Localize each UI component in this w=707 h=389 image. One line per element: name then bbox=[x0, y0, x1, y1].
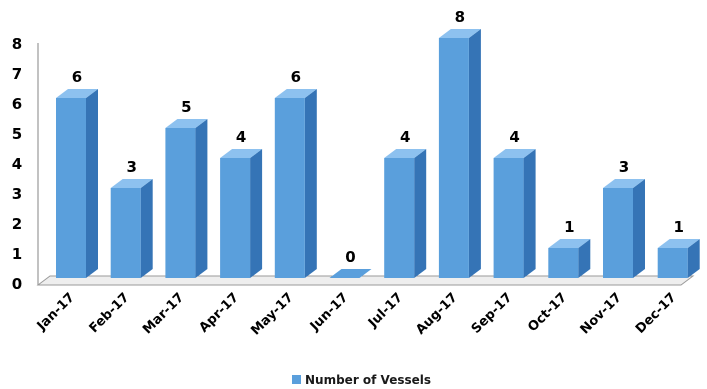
bar-side bbox=[633, 179, 645, 278]
bar bbox=[438, 29, 481, 278]
x-tick-label: Feb-17 bbox=[87, 290, 133, 336]
legend-label: Number of Vessels bbox=[305, 373, 431, 387]
x-tick-label: Jan-17 bbox=[34, 290, 78, 334]
data-label: 5 bbox=[181, 98, 191, 116]
bar-front bbox=[165, 128, 196, 278]
y-tick-labels: 0 1 2 3 4 5 6 7 8 bbox=[12, 35, 22, 293]
bar bbox=[603, 179, 645, 278]
bar-top bbox=[493, 149, 536, 158]
data-labels: 6 3 5 4 6 0 4 8 4 1 3 1 bbox=[72, 8, 684, 266]
bar bbox=[384, 149, 427, 278]
bar-top bbox=[274, 89, 317, 98]
legend: Number of Vessels bbox=[292, 373, 431, 387]
bar-side bbox=[140, 179, 153, 278]
bar-side bbox=[304, 89, 317, 278]
x-tick-label: Jun-17 bbox=[307, 290, 351, 334]
bar-side bbox=[578, 239, 591, 278]
x-tick-label: Apr-17 bbox=[196, 290, 241, 335]
data-label: 3 bbox=[619, 158, 629, 176]
bar bbox=[274, 89, 317, 278]
data-label: 0 bbox=[345, 248, 355, 266]
bar-top bbox=[548, 239, 591, 248]
data-label: 1 bbox=[673, 218, 683, 236]
bar-side bbox=[414, 149, 427, 278]
x-tick-label: Mar-17 bbox=[140, 290, 187, 337]
bar-side bbox=[468, 29, 481, 278]
data-label: 4 bbox=[236, 128, 246, 146]
bar bbox=[329, 269, 372, 278]
y-tick-label: 5 bbox=[12, 125, 22, 143]
bar-top bbox=[657, 239, 700, 248]
bar-front bbox=[56, 98, 86, 278]
chart-floor bbox=[36, 275, 695, 286]
bar-front bbox=[384, 158, 415, 278]
bar-side bbox=[523, 149, 536, 278]
x-tick-label: Jul-17 bbox=[365, 290, 406, 331]
bar bbox=[220, 149, 263, 278]
bars bbox=[56, 29, 700, 278]
bar bbox=[657, 239, 700, 278]
bar bbox=[165, 119, 208, 278]
bar-side bbox=[86, 89, 98, 278]
y-tick-label: 1 bbox=[12, 245, 22, 263]
data-label: 3 bbox=[126, 158, 136, 176]
y-tick-label: 8 bbox=[12, 35, 22, 53]
data-label: 1 bbox=[564, 218, 574, 236]
x-tick-label: Sep-17 bbox=[469, 290, 516, 337]
bar-front bbox=[657, 248, 688, 278]
y-tick-label: 3 bbox=[12, 185, 22, 203]
data-label: 6 bbox=[72, 68, 82, 86]
y-tick-label: 4 bbox=[12, 155, 22, 173]
bar-top bbox=[56, 89, 98, 98]
bar-top bbox=[220, 149, 263, 158]
bar bbox=[493, 149, 536, 278]
data-label: 4 bbox=[400, 128, 410, 146]
bar-side bbox=[250, 149, 263, 278]
data-label: 4 bbox=[509, 128, 519, 146]
bar-top bbox=[165, 119, 208, 128]
bar bbox=[548, 239, 591, 278]
chart-floor-plane bbox=[36, 275, 695, 286]
bar-side bbox=[195, 119, 208, 278]
bar-top bbox=[110, 179, 153, 188]
bar-front bbox=[603, 188, 633, 278]
bar-top bbox=[384, 149, 427, 158]
x-tick-label: Aug-17 bbox=[413, 290, 460, 337]
y-tick-label: 7 bbox=[12, 65, 22, 83]
data-label: 8 bbox=[455, 8, 465, 26]
x-tick-label: Nov-17 bbox=[578, 290, 625, 337]
bar-front bbox=[438, 38, 469, 278]
y-tick-label: 6 bbox=[12, 95, 22, 113]
y-tick-label: 2 bbox=[12, 215, 22, 233]
data-label: 6 bbox=[291, 68, 301, 86]
bar bbox=[56, 89, 98, 278]
bar-front bbox=[493, 158, 524, 278]
bar-side bbox=[687, 239, 700, 278]
bar-flat bbox=[329, 269, 372, 278]
legend-swatch bbox=[292, 375, 301, 384]
x-tick-label: Dec-17 bbox=[633, 290, 680, 337]
x-tick-label: May-17 bbox=[248, 290, 296, 338]
bar-front bbox=[274, 98, 305, 278]
bar-top bbox=[438, 29, 481, 38]
y-tick-label: 0 bbox=[12, 275, 22, 293]
bar-top bbox=[603, 179, 645, 188]
bar-front bbox=[110, 188, 141, 278]
bar bbox=[110, 179, 153, 278]
x-tick-label: Oct-17 bbox=[525, 290, 570, 335]
bar-front bbox=[548, 248, 579, 278]
x-tick-labels: Jan-17 Feb-17 Mar-17 Apr-17 May-17 Jun-17 Jul-… bbox=[34, 290, 680, 338]
bar-front bbox=[220, 158, 251, 278]
